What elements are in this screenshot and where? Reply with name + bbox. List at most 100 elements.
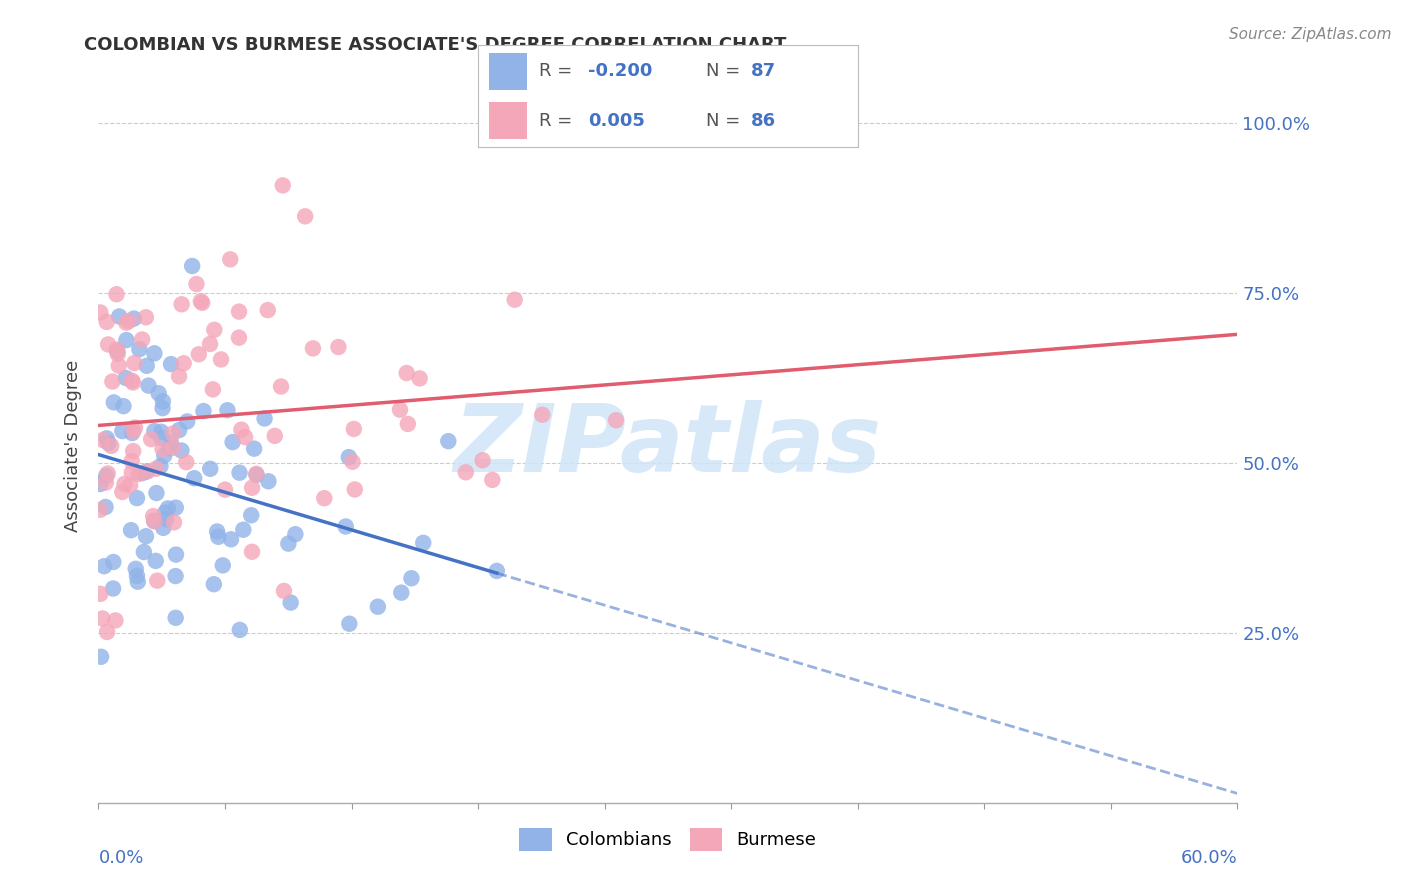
- Point: [233, 430, 256, 444]
- Point: [198, 337, 221, 351]
- Point: [120, 478, 142, 492]
- Point: [263, 429, 285, 443]
- Point: [173, 356, 195, 370]
- Point: [187, 347, 209, 361]
- Point: [125, 562, 148, 576]
- Point: [122, 311, 145, 326]
- Point: [131, 333, 153, 347]
- Point: [186, 277, 208, 291]
- Point: [96, 315, 118, 329]
- Point: [231, 423, 253, 437]
- Point: [94, 475, 117, 490]
- Point: [152, 401, 174, 416]
- Point: [160, 357, 183, 371]
- Text: 0.0%: 0.0%: [98, 849, 143, 867]
- Point: [150, 431, 173, 445]
- Point: [167, 423, 190, 437]
- Point: [146, 574, 169, 588]
- Point: [105, 344, 128, 359]
- Point: [94, 500, 117, 514]
- Point: [159, 435, 181, 450]
- Point: [122, 424, 145, 438]
- Point: [162, 441, 184, 455]
- Text: N =: N =: [706, 112, 745, 129]
- Point: [90, 649, 112, 664]
- Point: [201, 383, 224, 397]
- Point: [138, 378, 160, 392]
- Point: [219, 533, 242, 547]
- Point: [395, 366, 418, 380]
- Point: [143, 424, 166, 438]
- Point: [176, 414, 198, 428]
- Point: [167, 369, 190, 384]
- Point: [121, 425, 143, 440]
- Point: [170, 443, 193, 458]
- Point: [127, 574, 149, 589]
- Point: [120, 523, 142, 537]
- Point: [165, 548, 187, 562]
- Point: [89, 587, 111, 601]
- Point: [165, 500, 187, 515]
- Point: [342, 455, 364, 469]
- Point: [605, 413, 627, 427]
- Point: [93, 559, 115, 574]
- Point: [257, 475, 280, 489]
- Text: Source: ZipAtlas.com: Source: ZipAtlas.com: [1229, 27, 1392, 42]
- Point: [152, 394, 174, 409]
- Point: [412, 536, 434, 550]
- Point: [232, 523, 254, 537]
- Point: [121, 374, 143, 388]
- Point: [114, 476, 136, 491]
- Point: [124, 420, 146, 434]
- Point: [328, 340, 350, 354]
- Point: [114, 371, 136, 385]
- Point: [145, 554, 167, 568]
- Point: [181, 259, 204, 273]
- Point: [471, 453, 494, 467]
- Point: [135, 359, 157, 373]
- Point: [302, 342, 325, 356]
- Point: [221, 435, 243, 450]
- Point: [107, 359, 129, 373]
- Point: [157, 441, 180, 455]
- Point: [240, 508, 263, 523]
- Point: [277, 536, 299, 550]
- Point: [343, 483, 366, 497]
- Point: [209, 352, 232, 367]
- Point: [531, 408, 554, 422]
- Point: [104, 614, 127, 628]
- Point: [454, 465, 477, 479]
- Point: [100, 439, 122, 453]
- Point: [145, 486, 167, 500]
- Point: [270, 379, 292, 393]
- Point: [401, 571, 423, 585]
- Point: [200, 462, 222, 476]
- Point: [228, 330, 250, 344]
- Point: [337, 616, 360, 631]
- Y-axis label: Associate's Degree: Associate's Degree: [65, 359, 83, 533]
- Point: [111, 485, 134, 500]
- Text: COLOMBIAN VS BURMESE ASSOCIATE'S DEGREE CORRELATION CHART: COLOMBIAN VS BURMESE ASSOCIATE'S DEGREE …: [84, 36, 787, 54]
- Point: [96, 431, 118, 445]
- Point: [271, 178, 294, 193]
- Point: [150, 425, 173, 439]
- Point: [125, 569, 148, 583]
- Point: [103, 395, 125, 409]
- Point: [131, 466, 153, 480]
- Text: ZIPatlas: ZIPatlas: [454, 400, 882, 492]
- Point: [162, 426, 184, 441]
- Text: 0.005: 0.005: [588, 112, 645, 129]
- Text: -0.200: -0.200: [588, 62, 652, 80]
- Point: [124, 356, 146, 370]
- Bar: [489, 102, 527, 139]
- Point: [115, 333, 138, 347]
- Point: [89, 305, 111, 319]
- Point: [183, 471, 205, 485]
- Point: [89, 502, 111, 516]
- Point: [97, 337, 120, 351]
- Point: [143, 514, 166, 528]
- Point: [335, 519, 357, 533]
- Point: [337, 450, 360, 464]
- Point: [105, 287, 128, 301]
- Point: [240, 545, 263, 559]
